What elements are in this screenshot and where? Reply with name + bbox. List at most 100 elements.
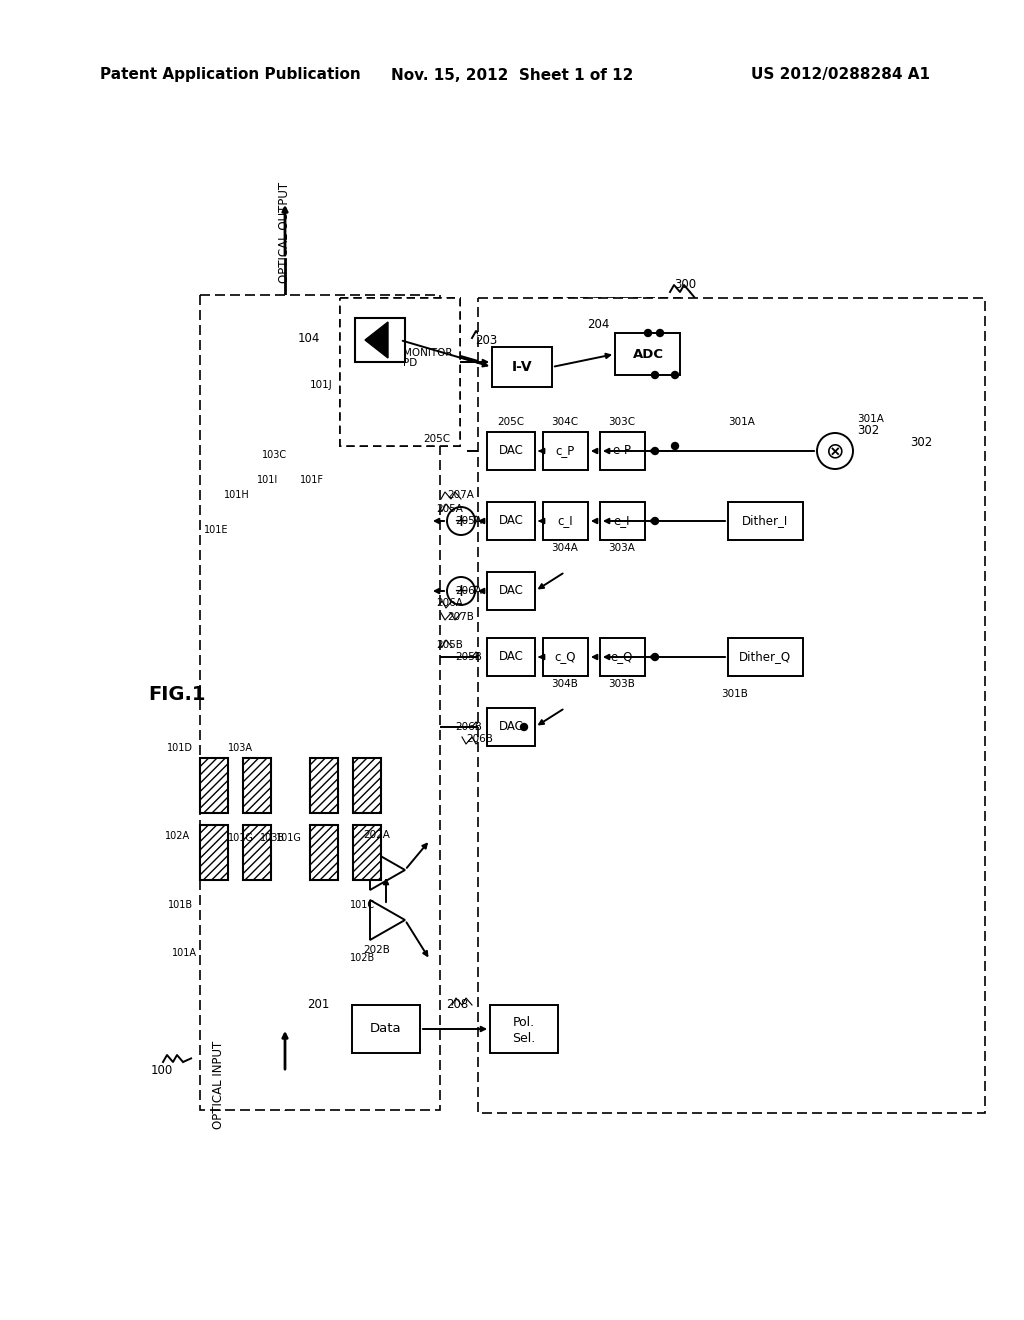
- Text: 301A: 301A: [857, 414, 884, 424]
- Text: 101G: 101G: [228, 833, 254, 843]
- Bar: [728, 638, 803, 676]
- Circle shape: [651, 653, 658, 660]
- Bar: [487, 502, 535, 540]
- Text: 207A: 207A: [447, 490, 474, 500]
- Text: DAC: DAC: [499, 651, 523, 664]
- Text: 302: 302: [910, 437, 932, 450]
- Text: e_Q: e_Q: [610, 651, 633, 664]
- Bar: [728, 502, 803, 540]
- Text: c_I: c_I: [557, 515, 572, 528]
- Polygon shape: [370, 850, 406, 890]
- Bar: [478, 298, 985, 1113]
- Circle shape: [817, 433, 853, 469]
- Bar: [600, 638, 645, 676]
- Text: 304C: 304C: [552, 417, 579, 426]
- Text: 101H: 101H: [224, 490, 250, 500]
- Bar: [340, 298, 460, 446]
- Text: Dither_I: Dither_I: [741, 515, 788, 528]
- Polygon shape: [370, 900, 406, 940]
- Bar: [487, 638, 535, 676]
- Text: e_I: e_I: [613, 515, 630, 528]
- Bar: [352, 1005, 420, 1053]
- Text: 101A: 101A: [172, 948, 197, 958]
- Circle shape: [672, 371, 679, 379]
- Text: Sel.: Sel.: [512, 1031, 536, 1044]
- Text: MONITOR: MONITOR: [403, 348, 453, 358]
- Bar: [487, 432, 535, 470]
- Text: FIG.1: FIG.1: [148, 685, 206, 705]
- Text: 103C: 103C: [262, 450, 287, 459]
- Bar: [540, 298, 680, 508]
- Text: 204: 204: [588, 318, 610, 331]
- Bar: [487, 708, 535, 746]
- Circle shape: [656, 330, 664, 337]
- Bar: [200, 294, 440, 1110]
- Text: 201: 201: [307, 998, 330, 1011]
- Text: 101E: 101E: [204, 525, 228, 535]
- Bar: [340, 298, 460, 446]
- Text: 304B: 304B: [552, 678, 579, 689]
- Text: ⊗: ⊗: [825, 441, 845, 461]
- Text: c_P: c_P: [555, 445, 574, 458]
- Text: +: +: [454, 582, 469, 601]
- Text: DAC: DAC: [499, 515, 523, 528]
- Text: 205A: 205A: [436, 504, 464, 513]
- Circle shape: [651, 517, 658, 524]
- Text: 303A: 303A: [608, 543, 636, 553]
- Text: 207B: 207B: [447, 612, 474, 622]
- Bar: [353, 758, 381, 813]
- Text: 101F: 101F: [300, 475, 324, 484]
- Text: 303B: 303B: [608, 678, 636, 689]
- Text: 101B: 101B: [168, 900, 193, 909]
- Text: 101D: 101D: [167, 743, 193, 752]
- Bar: [543, 432, 588, 470]
- Text: Dither_Q: Dither_Q: [739, 651, 792, 664]
- Text: DAC: DAC: [499, 721, 523, 734]
- Text: 202B: 202B: [364, 945, 390, 954]
- Text: 301A: 301A: [728, 417, 755, 426]
- Text: 206A: 206A: [455, 586, 482, 597]
- Bar: [310, 758, 338, 813]
- Circle shape: [651, 447, 658, 454]
- Circle shape: [672, 442, 679, 450]
- Text: Patent Application Publication: Patent Application Publication: [100, 67, 360, 82]
- Text: 304A: 304A: [552, 543, 579, 553]
- Text: 205B: 205B: [455, 652, 482, 663]
- Circle shape: [651, 371, 658, 379]
- Bar: [600, 502, 645, 540]
- Bar: [600, 432, 645, 470]
- Polygon shape: [365, 322, 388, 358]
- Bar: [492, 347, 552, 387]
- Circle shape: [644, 330, 651, 337]
- Text: Pol.: Pol.: [513, 1015, 536, 1028]
- Bar: [355, 318, 406, 362]
- Text: 205C: 205C: [498, 417, 524, 426]
- Bar: [615, 333, 680, 375]
- Bar: [243, 758, 271, 813]
- Bar: [243, 825, 271, 880]
- Text: US 2012/0288284 A1: US 2012/0288284 A1: [751, 67, 930, 82]
- Text: I-V: I-V: [512, 360, 532, 374]
- Circle shape: [447, 577, 475, 605]
- Text: Data: Data: [371, 1023, 401, 1035]
- Text: 208: 208: [445, 998, 468, 1011]
- Text: c_Q: c_Q: [554, 651, 575, 664]
- Text: 104: 104: [298, 331, 319, 345]
- Text: PD: PD: [403, 358, 417, 368]
- Text: 302: 302: [857, 425, 880, 437]
- Text: 203: 203: [475, 334, 497, 346]
- Text: 101J: 101J: [310, 380, 333, 389]
- Bar: [543, 638, 588, 676]
- Text: 103A: 103A: [228, 743, 253, 752]
- Text: 101C: 101C: [350, 900, 375, 909]
- Text: 206B: 206B: [455, 722, 482, 733]
- Text: OPTICAL OUTPUT: OPTICAL OUTPUT: [279, 181, 292, 282]
- Bar: [310, 825, 338, 880]
- Text: 205A: 205A: [455, 516, 482, 525]
- Bar: [487, 572, 535, 610]
- Text: 206B: 206B: [467, 734, 494, 744]
- Bar: [200, 758, 228, 813]
- Text: 101G: 101G: [276, 833, 302, 843]
- Text: 303C: 303C: [608, 417, 636, 426]
- Circle shape: [447, 507, 475, 535]
